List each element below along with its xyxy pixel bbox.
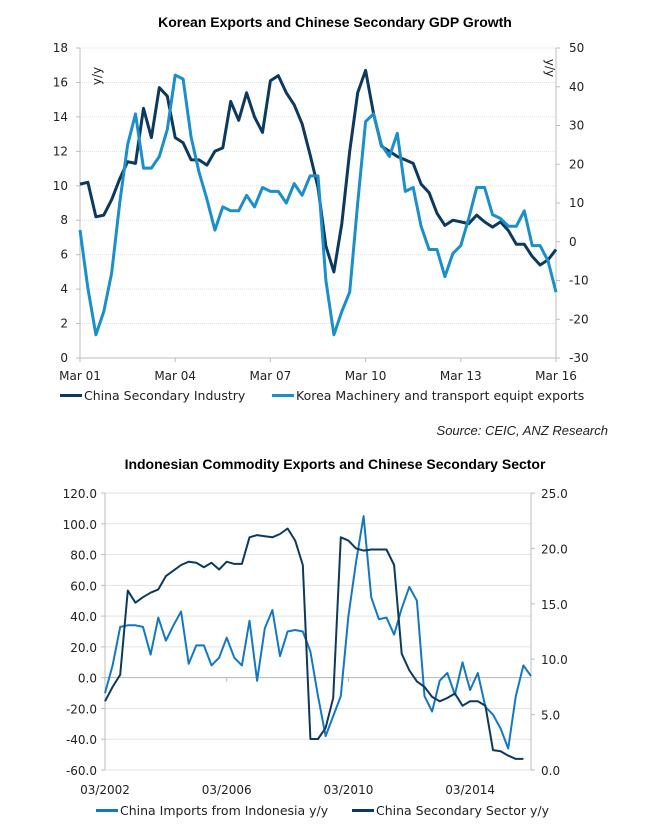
chart2-series-imports-line: [104, 515, 532, 750]
chart1-legend-item-china: China Secondary Industry: [60, 388, 245, 403]
chart1-right-tick-label: -10: [569, 274, 589, 288]
chart2-left-tick-label: -20.0: [66, 702, 97, 716]
chart1-x-tick-label: Mar 01: [59, 369, 101, 383]
chart1-right-tick-label: 40: [569, 80, 584, 94]
legend-label: Korea Machinery and transport equipt exp…: [296, 388, 585, 403]
legend-label: China Secondary Sector y/y: [376, 803, 550, 818]
chart1-right-tick-label: -30: [569, 351, 589, 365]
chart2-left-tick-label: -60.0: [66, 764, 97, 778]
chart2-left-tick-label: 0.0: [78, 672, 97, 686]
chart2-left-tick-label: 120.0: [63, 487, 97, 501]
chart2-left-tick-label: 60.0: [70, 579, 97, 593]
chart1-title: Korean Exports and Chinese Secondary GDP…: [158, 14, 512, 30]
chart1-x-tick-label: Mar 07: [250, 369, 292, 383]
chart1-x-tick-label: Mar 04: [154, 369, 196, 383]
chart1-left-tick-label: 16: [53, 75, 68, 89]
chart1-series-korea-line: [78, 73, 558, 337]
chart1-left-tick-label: 12: [53, 144, 68, 158]
chart2-right-tick-label: 20.0: [541, 542, 568, 556]
chart2-left-tick-label: 80.0: [70, 549, 97, 563]
legend-swatch-dark: [60, 394, 82, 397]
chart1-left-tick-label: 14: [53, 110, 68, 124]
legend-swatch-dark: [352, 809, 374, 812]
chart2-x-tick-label: 03/2002: [80, 783, 130, 797]
chart1-left-tick-label: 2: [60, 317, 68, 331]
legend-label: China Secondary Industry: [84, 388, 246, 403]
chart1-right-tick-label: 50: [569, 41, 584, 55]
chart2-right-tick-label: 10.0: [541, 653, 568, 667]
chart1-left-tick-label: 0: [60, 351, 68, 365]
chart2-x-tick-label: 03/2006: [202, 783, 252, 797]
chart2-left-tick-label: -40.0: [66, 733, 97, 747]
legend-swatch-light: [272, 394, 294, 397]
chart1-x-tick-label: Mar 16: [535, 369, 577, 383]
legend-label: China Imports from Indonesia y/y: [120, 803, 329, 818]
chart1-left-tick-label: 8: [60, 213, 68, 227]
chart1-right-tick-label: 0: [569, 235, 577, 249]
chart1-legend-item-korea: Korea Machinery and transport equipt exp…: [272, 388, 584, 403]
chart2-left-tick-label: 100.0: [63, 518, 97, 532]
chart2-x-tick-label: 03/2010: [323, 783, 373, 797]
chart2-right-tick-label: 5.0: [541, 709, 560, 723]
chart1-left-tick-label: 4: [60, 282, 68, 296]
chart1-right-tick-label: 30: [569, 119, 584, 133]
chart1-x-tick-label: Mar 10: [345, 369, 387, 383]
chart1-left-tick-label: 6: [60, 248, 68, 262]
chart2-title: Indonesian Commodity Exports and Chinese…: [124, 456, 546, 472]
chart2-right-tick-label: 15.0: [541, 598, 568, 612]
chart1-left-tick-label: 10: [53, 179, 68, 193]
legend-swatch-light: [96, 809, 118, 812]
chart2-left-tick-label: 20.0: [70, 641, 97, 655]
chart2-left-tick-label: 40.0: [70, 610, 97, 624]
chart1-left-tick-label: 18: [53, 41, 68, 55]
chart2-legend-item-secondary: China Secondary Sector y/y: [352, 803, 549, 818]
chart1-left-axis-label: y/y: [90, 67, 104, 85]
chart2-right-tick-label: 25.0: [541, 487, 568, 501]
chart1-right-tick-label: 10: [569, 196, 584, 210]
chart2-x-tick-label: 03/2014: [445, 783, 495, 797]
chart1-series-china-line: [79, 68, 558, 274]
chart1-x-tick-label: Mar 13: [440, 369, 482, 383]
chart2-series-secondary-line: [104, 527, 524, 760]
source-note: Source: CEIC, ANZ Research: [436, 423, 608, 438]
chart1-right-axis-label: y/y: [543, 59, 557, 77]
chart1-right-tick-label: -20: [569, 312, 589, 326]
chart1-right-tick-label: 20: [569, 157, 584, 171]
chart2-legend-item-imports: China Imports from Indonesia y/y: [96, 803, 328, 818]
chart2-right-tick-label: 0.0: [541, 764, 560, 778]
